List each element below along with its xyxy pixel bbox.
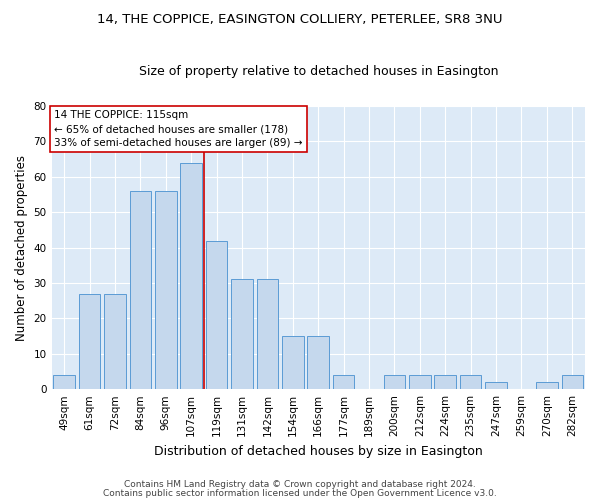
Bar [434, 375, 456, 389]
Bar [282, 336, 304, 389]
Y-axis label: Number of detached properties: Number of detached properties [15, 154, 28, 340]
Bar [181, 162, 202, 389]
Bar [53, 375, 75, 389]
Bar [536, 382, 557, 389]
Bar [206, 240, 227, 389]
Bar [333, 375, 355, 389]
Title: Size of property relative to detached houses in Easington: Size of property relative to detached ho… [139, 66, 498, 78]
X-axis label: Distribution of detached houses by size in Easington: Distribution of detached houses by size … [154, 444, 482, 458]
Bar [485, 382, 507, 389]
Bar [104, 294, 126, 389]
Bar [562, 375, 583, 389]
Text: 14, THE COPPICE, EASINGTON COLLIERY, PETERLEE, SR8 3NU: 14, THE COPPICE, EASINGTON COLLIERY, PET… [97, 12, 503, 26]
Bar [383, 375, 405, 389]
Text: Contains public sector information licensed under the Open Government Licence v3: Contains public sector information licen… [103, 489, 497, 498]
Bar [307, 336, 329, 389]
Bar [231, 280, 253, 389]
Bar [257, 280, 278, 389]
Bar [155, 191, 176, 389]
Bar [460, 375, 481, 389]
Bar [409, 375, 431, 389]
Text: 14 THE COPPICE: 115sqm
← 65% of detached houses are smaller (178)
33% of semi-de: 14 THE COPPICE: 115sqm ← 65% of detached… [54, 110, 303, 148]
Bar [79, 294, 100, 389]
Text: Contains HM Land Registry data © Crown copyright and database right 2024.: Contains HM Land Registry data © Crown c… [124, 480, 476, 489]
Bar [130, 191, 151, 389]
